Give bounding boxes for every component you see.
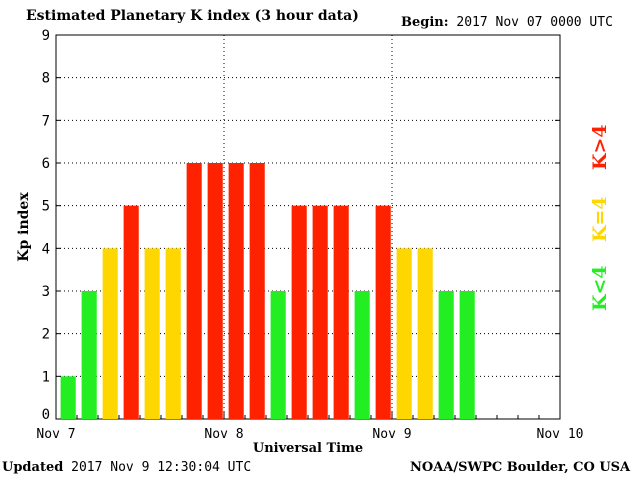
y-tick-label: 3: [42, 284, 50, 300]
y-tick-label: 5: [42, 199, 50, 215]
x-axis: Nov 7 Nov 8 Nov 9 Nov 10: [36, 411, 583, 442]
y-tick-label: 0: [42, 407, 50, 423]
x-tick-label: Nov 9: [372, 427, 411, 442]
y-axis-label: Kp index: [16, 192, 32, 262]
y-tick-label: 4: [42, 241, 50, 257]
chart-title: Estimated Planetary K index (3 hour data…: [26, 8, 359, 24]
kp-bar: [165, 248, 181, 419]
kp-bar: [228, 163, 244, 419]
kp-bar: [291, 205, 307, 419]
kp-bar: [81, 291, 97, 419]
x-tick-label: Nov 7: [36, 427, 75, 442]
begin-value: 2017 Nov 07 0000 UTC: [456, 15, 613, 30]
kp-bar: [207, 163, 223, 419]
y-axis: 0 1 2 3 4 5 6 7 8 9: [42, 28, 560, 423]
legend-mid: K=4: [589, 196, 611, 242]
kp-bar: [396, 248, 412, 419]
kp-bar: [354, 291, 370, 419]
y-tick-label: 7: [42, 113, 50, 129]
credit-text: NOAA/SWPC Boulder, CO USA: [410, 460, 631, 475]
updated-value: 2017 Nov 9 12:30:04 UTC: [71, 460, 252, 475]
kp-bar: [270, 291, 286, 419]
kp-bar: [438, 291, 454, 419]
updated-timestamp: Updated 2017 Nov 9 12:30:04 UTC: [2, 460, 251, 475]
kp-bar: [249, 163, 265, 419]
x-axis-label: Universal Time: [253, 441, 363, 456]
kp-bar: [333, 205, 349, 419]
legend-low: K<4: [589, 265, 611, 311]
kp-bar: [375, 205, 391, 419]
y-tick-label: 6: [42, 156, 50, 172]
y-tick-label: 2: [42, 327, 50, 343]
legend-high: K>4: [589, 124, 611, 170]
grid-lines: [56, 35, 560, 419]
begin-time: Begin: 2017 Nov 07 0000 UTC: [401, 15, 613, 30]
x-tick-label: Nov 10: [537, 427, 584, 442]
kp-bar: [60, 376, 76, 419]
updated-label: Updated: [2, 460, 64, 475]
begin-label: Begin:: [401, 15, 449, 30]
kp-bar: [144, 248, 160, 419]
kp-bar: [312, 205, 328, 419]
y-tick-label: 8: [42, 71, 50, 87]
bars: [60, 163, 475, 419]
kp-bar: [102, 248, 118, 419]
kp-bar: [459, 291, 475, 419]
x-tick-label: Nov 8: [204, 427, 243, 442]
y-tick-label: 9: [42, 28, 50, 44]
kp-bar: [123, 205, 139, 419]
kp-bar: [186, 163, 202, 419]
kp-bar: [417, 248, 433, 419]
y-tick-label: 1: [42, 369, 50, 385]
